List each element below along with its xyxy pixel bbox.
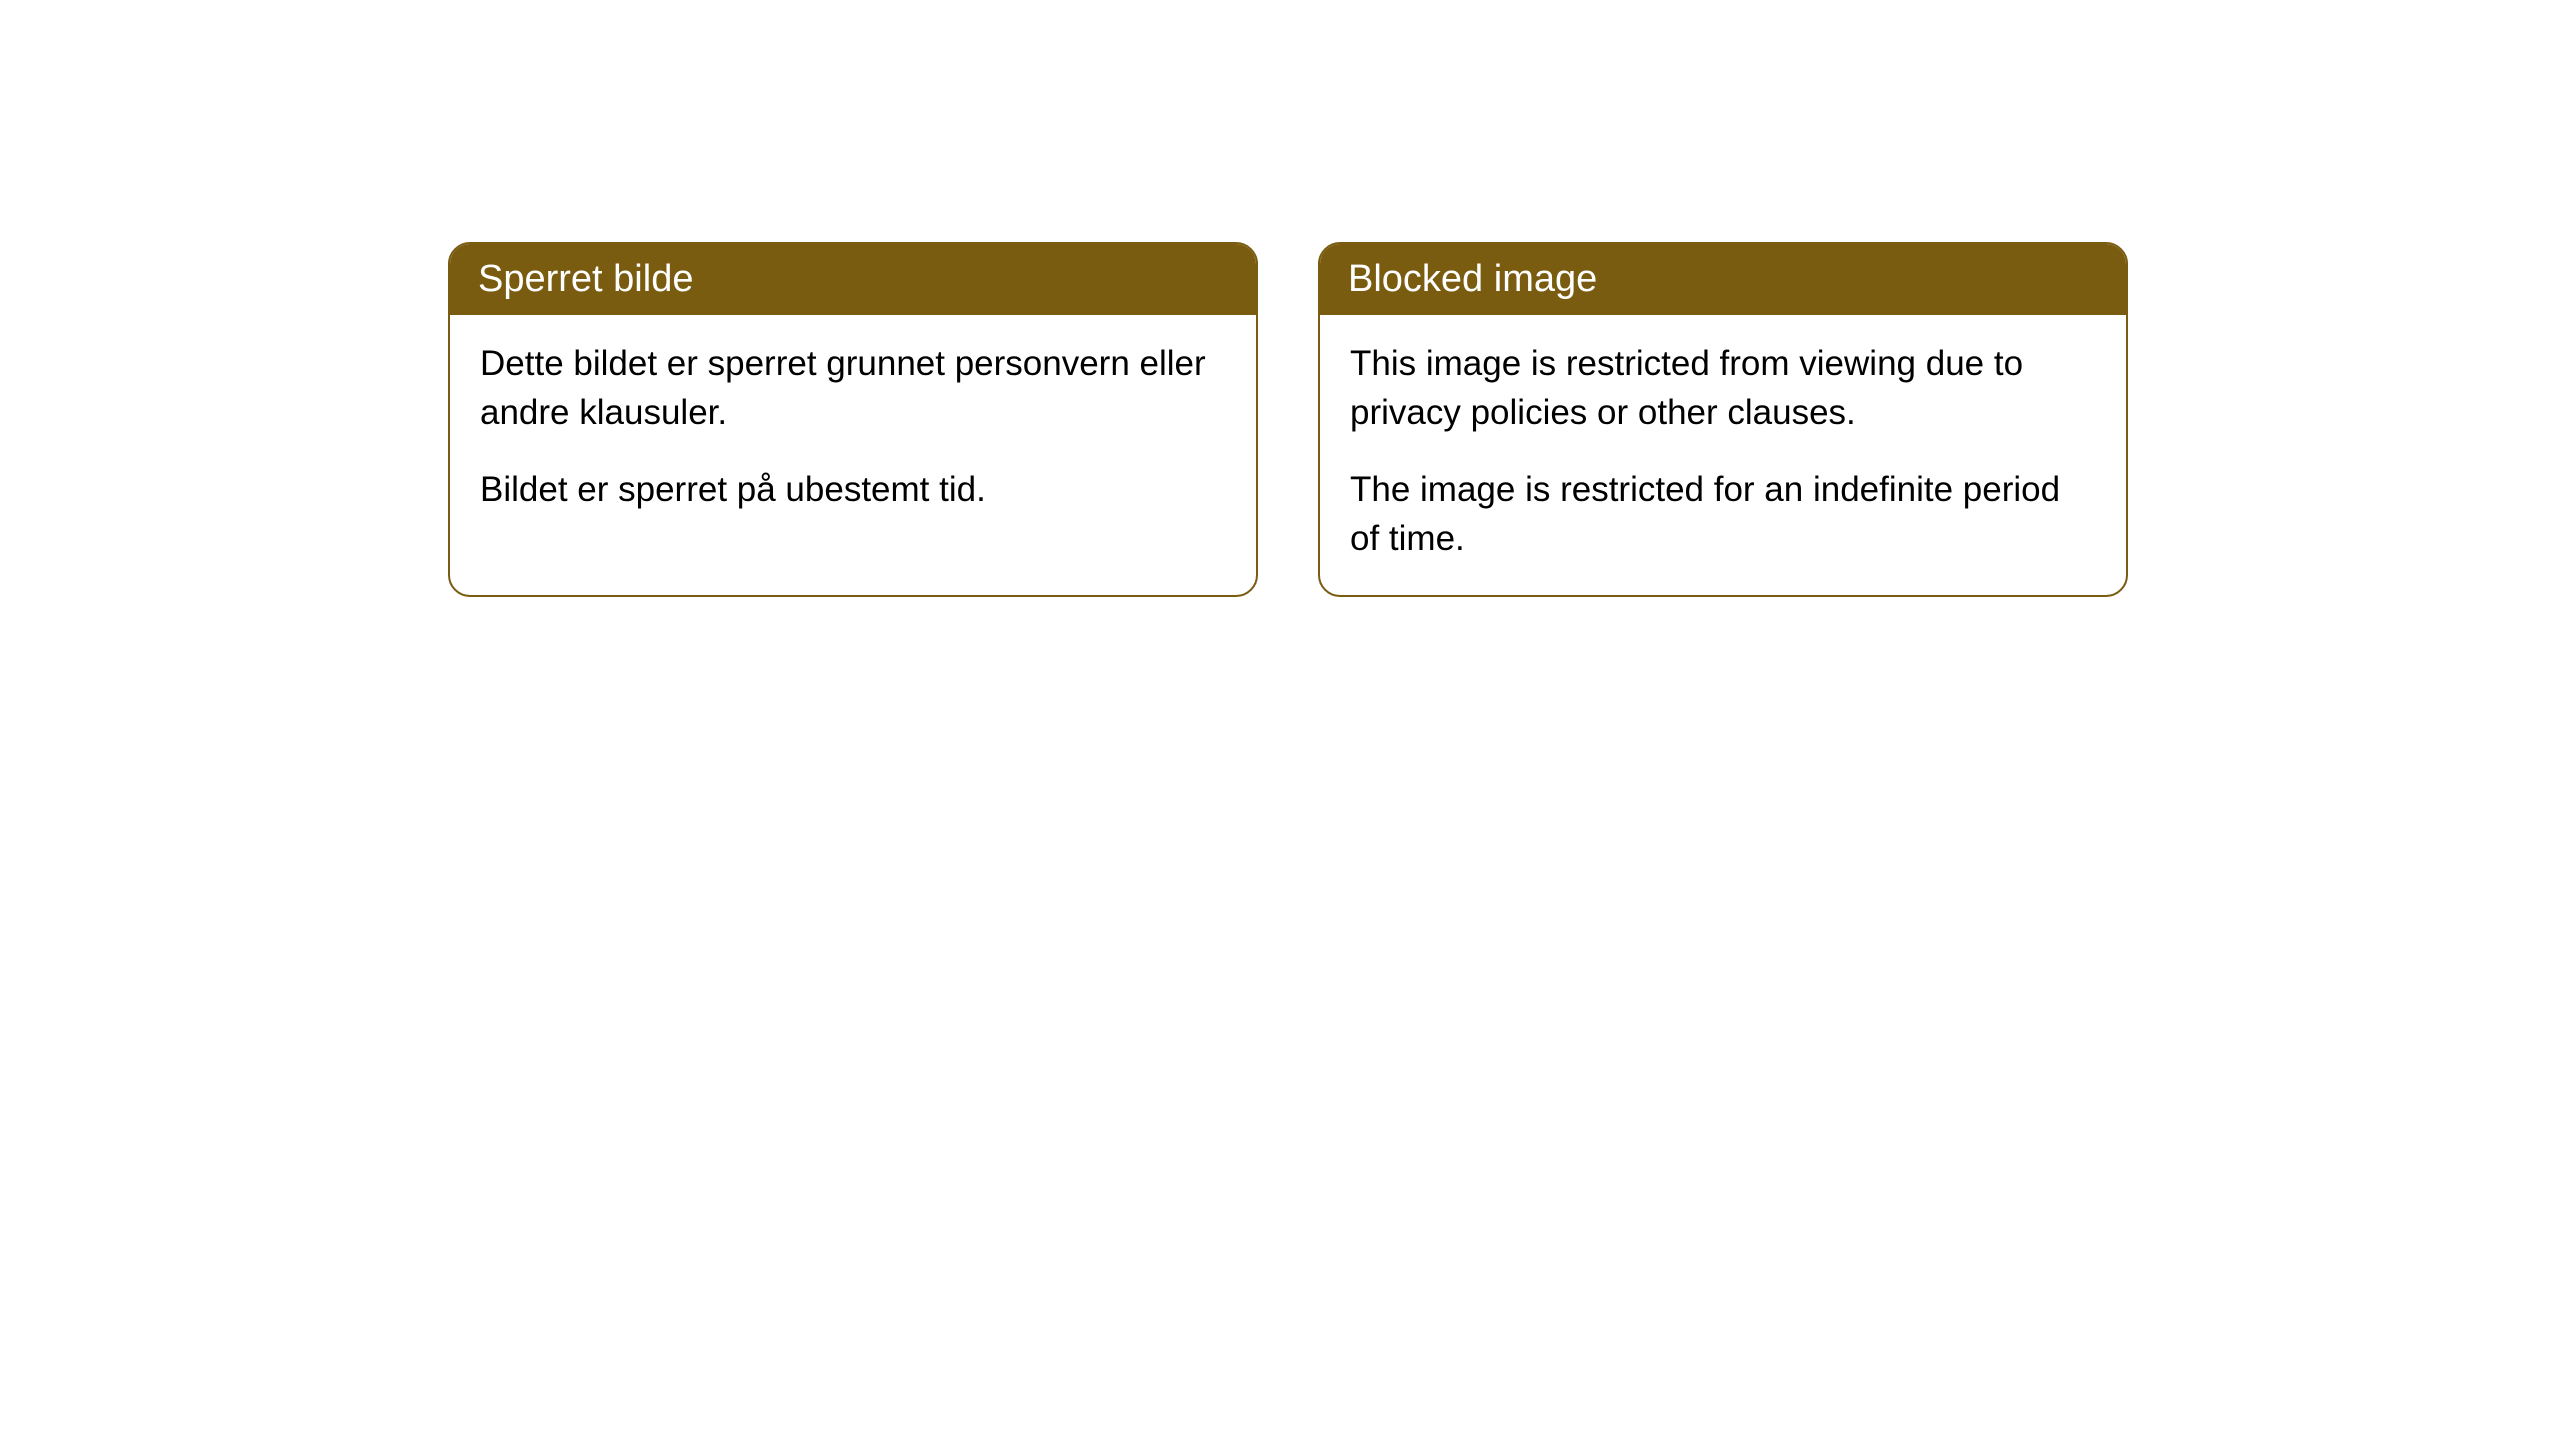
card-norwegian: Sperret bilde Dette bildet er sperret gr… xyxy=(448,242,1258,597)
card-body-english: This image is restricted from viewing du… xyxy=(1320,315,2126,595)
card-paragraph-2: Bildet er sperret på ubestemt tid. xyxy=(480,465,1226,514)
card-body-norwegian: Dette bildet er sperret grunnet personve… xyxy=(450,315,1256,546)
card-header-norwegian: Sperret bilde xyxy=(450,244,1256,315)
card-paragraph-1: This image is restricted from viewing du… xyxy=(1350,339,2096,437)
card-paragraph-1: Dette bildet er sperret grunnet personve… xyxy=(480,339,1226,437)
card-header-english: Blocked image xyxy=(1320,244,2126,315)
card-paragraph-2: The image is restricted for an indefinit… xyxy=(1350,465,2096,563)
cards-container: Sperret bilde Dette bildet er sperret gr… xyxy=(448,242,2128,597)
card-english: Blocked image This image is restricted f… xyxy=(1318,242,2128,597)
